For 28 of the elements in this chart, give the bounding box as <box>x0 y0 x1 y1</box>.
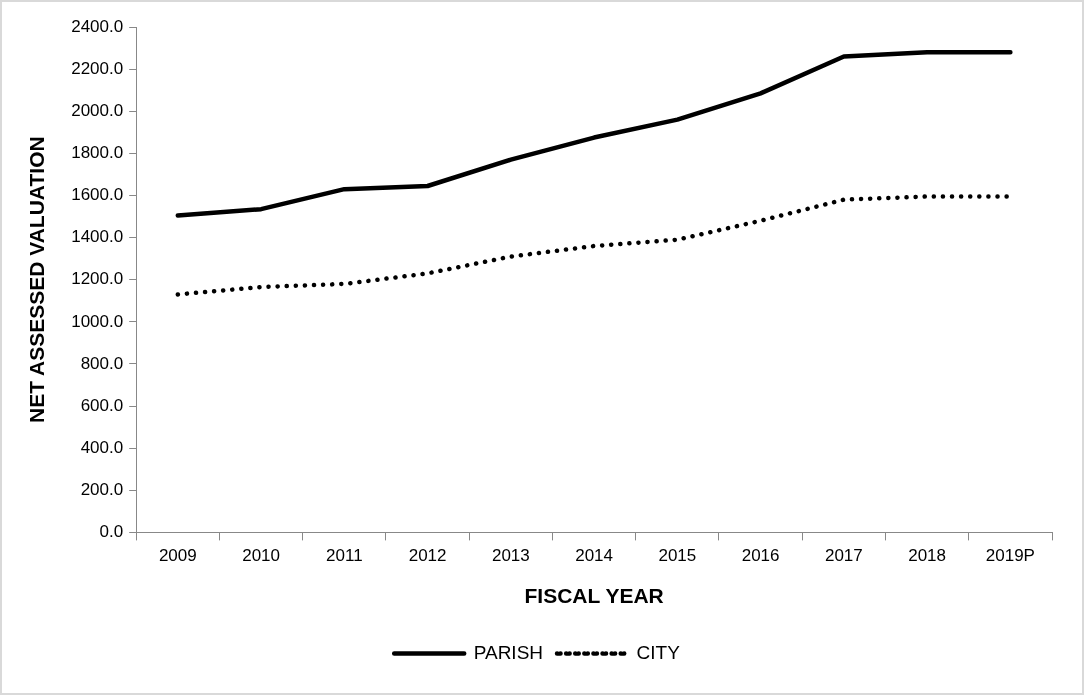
x-tick-label: 2014 <box>575 546 614 566</box>
y-axis-title: NET ASSESSED VALUATION <box>25 136 49 424</box>
y-tick-label: 1800.0 <box>71 143 124 163</box>
legend-label: PARISH <box>473 641 544 663</box>
x-tick-label: 2013 <box>491 546 530 566</box>
x-axis-title: FISCAL YEAR <box>524 584 664 608</box>
x-tick-label: 2018 <box>908 546 947 566</box>
x-tick-label: 2019P <box>985 546 1035 566</box>
y-tick-label: 2000.0 <box>71 100 124 120</box>
x-tick-label: 2010 <box>242 546 280 566</box>
x-tick-label: 2015 <box>658 546 697 566</box>
x-tick-label: 2009 <box>158 546 197 566</box>
y-tick-label: 400.0 <box>80 437 124 457</box>
y-tick-label: 200.0 <box>80 479 124 499</box>
x-tick-label: 2016 <box>741 546 780 566</box>
y-tick-label: 1600.0 <box>71 185 124 205</box>
x-tick-label: 2012 <box>408 546 447 566</box>
y-tick-label: 2200.0 <box>71 58 124 78</box>
y-tick-label: 1000.0 <box>71 311 124 331</box>
x-tick-label: 2011 <box>326 546 363 566</box>
legend-label: CITY <box>636 641 681 663</box>
y-tick-label: 600.0 <box>80 395 124 415</box>
y-tick-label: 1200.0 <box>71 269 124 289</box>
y-tick-label: 2400.0 <box>71 16 124 36</box>
y-tick-label: 0.0 <box>99 522 124 542</box>
x-tick-label: 2017 <box>824 546 863 566</box>
y-tick-label: 800.0 <box>80 353 124 373</box>
y-tick-label: 1400.0 <box>71 227 124 247</box>
